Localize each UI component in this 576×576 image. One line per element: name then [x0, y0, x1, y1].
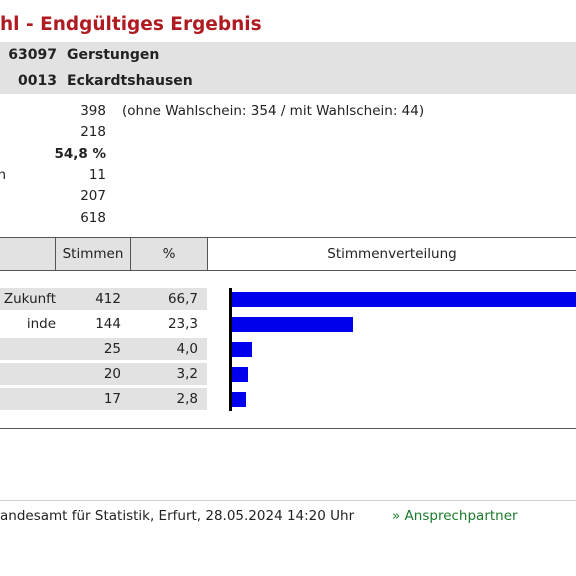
summary-value: 398	[80, 103, 106, 119]
page-title: hl - Endgültiges Ergebnis	[0, 14, 262, 35]
party-percent: 4,0	[176, 341, 198, 357]
summary-value: 207	[80, 188, 106, 204]
row-background	[0, 338, 207, 360]
summary-row: 618	[0, 208, 576, 229]
footer-divider	[0, 500, 576, 501]
district-name: Eckardtshausen	[67, 73, 193, 89]
party-votes: 412	[95, 291, 121, 307]
party-percent: 2,8	[176, 391, 198, 407]
table-row: 17 2,8	[0, 388, 576, 410]
header-party	[0, 238, 55, 270]
turnout-value: 54,8 %	[54, 146, 106, 162]
party-percent: 3,2	[176, 366, 198, 382]
table-row: 25 4,0	[0, 338, 576, 360]
vote-bar	[231, 342, 252, 357]
table-row: inde 144 23,3	[0, 313, 576, 335]
column-divider	[55, 238, 56, 270]
header-distribution: Stimmenverteilung	[208, 238, 576, 270]
vote-bar	[231, 367, 248, 382]
region-name: Gerstungen	[67, 47, 160, 63]
table-row: Zukunft 412 66,7	[0, 288, 576, 310]
row-background	[0, 288, 207, 310]
row-background	[0, 388, 207, 410]
party-name: Zukunft	[3, 291, 56, 307]
party-percent: 66,7	[167, 291, 198, 307]
chart-axis	[229, 288, 232, 411]
summary-label: n	[0, 167, 6, 183]
table-bottom-divider	[0, 428, 576, 429]
summary-row: 207	[0, 186, 576, 207]
region-bar: 63097 Gerstungen	[0, 42, 576, 68]
vote-bar	[231, 292, 576, 307]
party-votes: 17	[103, 391, 121, 407]
summary-value: 218	[80, 124, 106, 140]
summary-row: 398 (ohne Wahlschein: 354 / mit Wahlsche…	[0, 101, 576, 122]
column-divider	[207, 238, 208, 270]
party-name: inde	[26, 316, 56, 332]
region-code: 63097	[8, 47, 57, 63]
party-votes: 25	[103, 341, 121, 357]
column-divider	[130, 238, 131, 270]
summary-value: 618	[80, 210, 106, 226]
summary-value: 11	[88, 167, 106, 183]
summary-row: n 11	[0, 165, 576, 186]
results-table-header: Stimmen % Stimmenverteilung	[0, 237, 576, 271]
vote-bar	[231, 317, 353, 332]
summary-row: 218	[0, 122, 576, 143]
table-row: 20 3,2	[0, 363, 576, 385]
district-bar: 0013 Eckardtshausen	[0, 68, 576, 94]
header-percent: %	[131, 238, 207, 270]
contact-link[interactable]: » Ansprechpartner	[392, 508, 518, 524]
party-votes: 20	[103, 366, 121, 382]
header-votes: Stimmen	[56, 238, 130, 270]
summary-note: (ohne Wahlschein: 354 / mit Wahlschein: …	[122, 103, 425, 119]
source-text: andesamt für Statistik, Erfurt, 28.05.20…	[0, 508, 355, 524]
vote-bar	[231, 392, 246, 407]
district-code: 0013	[18, 73, 57, 89]
row-background	[0, 363, 207, 385]
summary-row: 54,8 %	[0, 144, 576, 165]
party-percent: 23,3	[167, 316, 198, 332]
party-votes: 144	[95, 316, 121, 332]
